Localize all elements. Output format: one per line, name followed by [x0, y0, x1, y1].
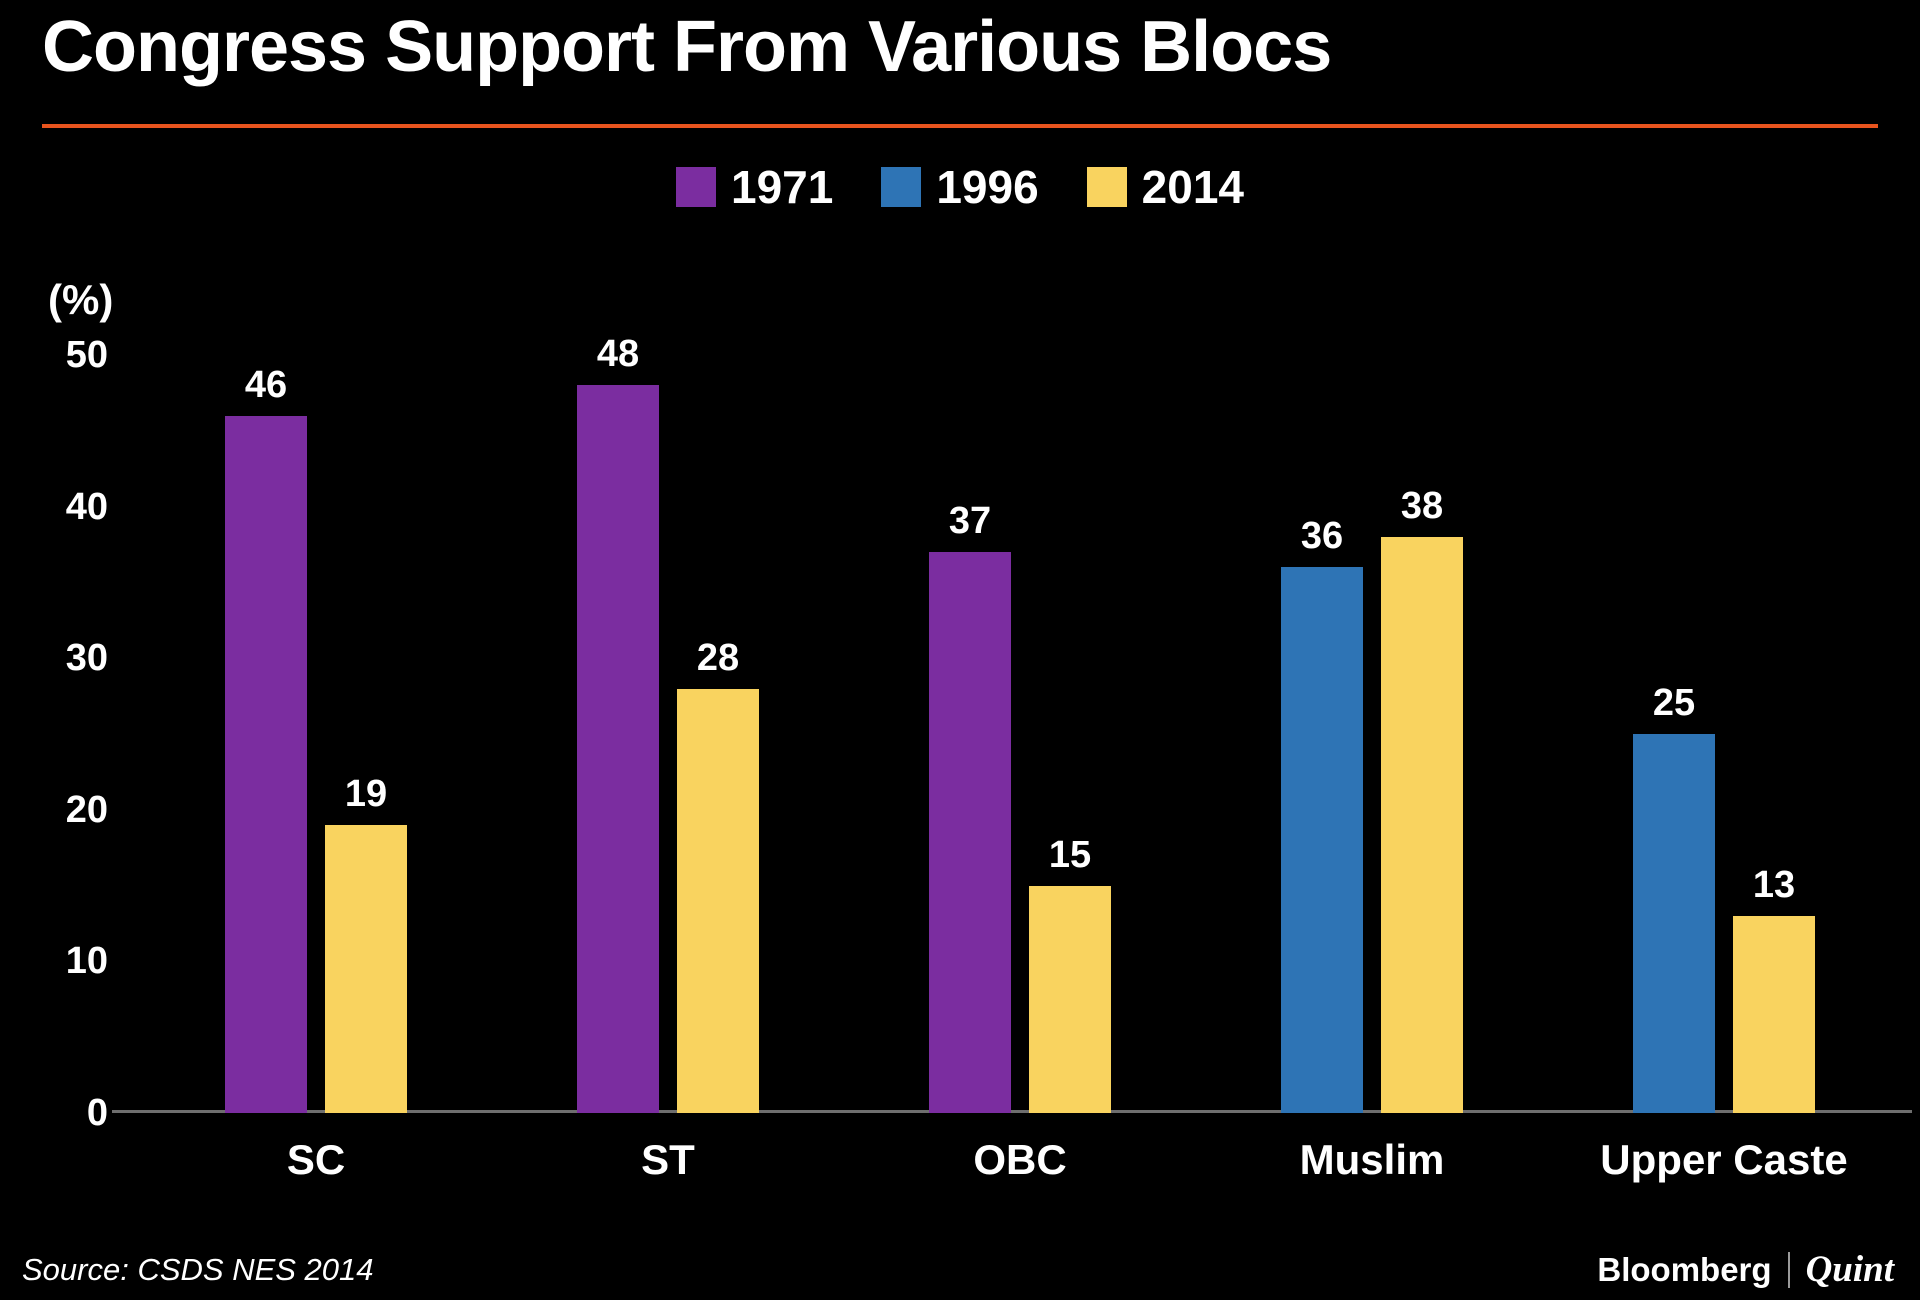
bar-muslim-2014: [1381, 536, 1463, 1113]
bar-value-label: 13: [1752, 863, 1796, 906]
title-divider: [42, 124, 1878, 128]
legend-label: 1996: [936, 161, 1039, 213]
x-category-label: OBC: [973, 1136, 1067, 1183]
bloomberg-logo: Bloomberg: [1597, 1251, 1772, 1288]
legend-item: 1996: [881, 161, 1039, 213]
legend-item: 2014: [1086, 161, 1245, 213]
y-axis-ticks: 0 10 20 30 40 50: [0, 336, 108, 1132]
bar-value-label: 46: [244, 363, 288, 406]
chart-title: Congress Support From Various Blocs: [42, 7, 1332, 87]
bar-value-label: 19: [344, 772, 388, 815]
bar-sc-2014: [325, 824, 407, 1113]
y-tick-label: 0: [86, 1092, 108, 1134]
y-tick-label: 20: [65, 788, 108, 831]
bar-value-label: 38: [1400, 484, 1444, 527]
x-category-label: Muslim: [1299, 1136, 1445, 1183]
legend-swatch: [881, 167, 922, 207]
bar-muslim-1996: [1281, 567, 1363, 1113]
y-tick-label: 50: [65, 334, 108, 376]
y-tick-label: 10: [65, 940, 108, 983]
brand-logo: Bloomberg Quint: [1597, 1251, 1894, 1288]
x-category-label: Upper Caste: [1600, 1136, 1848, 1183]
source-text: Source: CSDS NES 2014: [22, 1252, 374, 1287]
bar-value-label: 15: [1048, 833, 1092, 876]
bar-value-label: 37: [948, 500, 992, 543]
plot-area: 46 19 48 28 37 15 36 38 25 13: [112, 335, 1912, 1113]
y-axis-unit-label: (%): [48, 276, 114, 323]
bar-sc-1971: [225, 415, 307, 1113]
bar-obc-1971: [929, 552, 1011, 1113]
x-axis-line: [112, 1110, 1912, 1113]
bar-st-1971: [577, 385, 659, 1113]
bar-upper-caste-1996: [1633, 734, 1715, 1113]
bar-value-label: 25: [1652, 682, 1696, 724]
bar-obc-2014: [1029, 885, 1111, 1113]
x-category-label: SC: [286, 1136, 346, 1183]
brand-separator: [1787, 1251, 1790, 1288]
legend-label: 1971: [730, 161, 834, 213]
y-tick-label: 30: [65, 637, 108, 680]
legend-swatch: [1086, 167, 1127, 207]
bar-st-2014: [677, 688, 759, 1113]
bar-upper-caste-2014: [1733, 915, 1815, 1113]
bar-value-label: 48: [596, 333, 640, 376]
x-axis-labels: SC ST OBC Muslim Upper Caste: [140, 1136, 1900, 1196]
legend: 1971 1996 2014: [0, 164, 1920, 210]
legend-label: 2014: [1141, 161, 1245, 213]
x-category-label: ST: [641, 1136, 695, 1183]
bar-value-label: 36: [1300, 515, 1344, 558]
y-tick-label: 40: [65, 485, 108, 528]
legend-item: 1971: [675, 161, 834, 213]
legend-swatch: [675, 167, 716, 207]
bar-value-label: 28: [696, 636, 740, 679]
quint-logo: Quint: [1805, 1249, 1894, 1290]
